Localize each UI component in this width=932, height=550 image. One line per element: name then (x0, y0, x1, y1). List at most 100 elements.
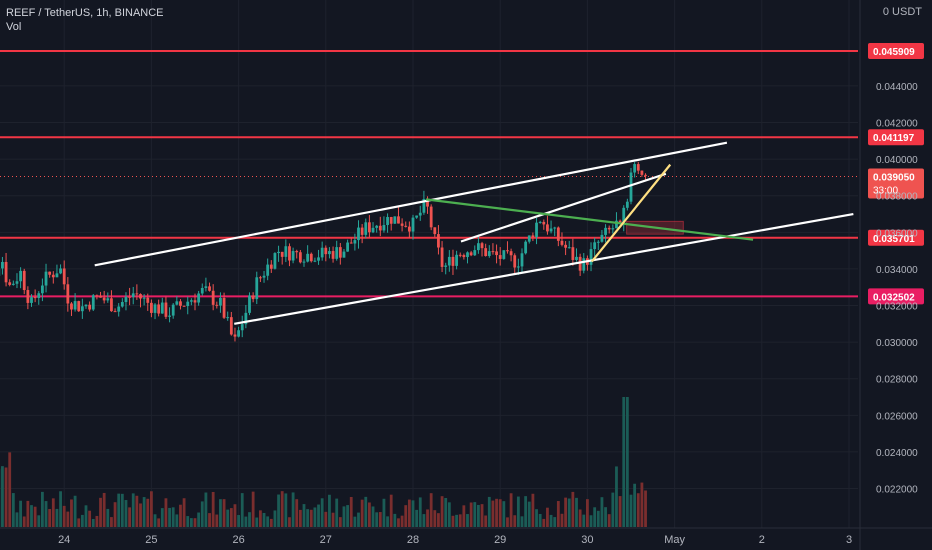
axis-top-value: 0 (882, 6, 889, 18)
candle-body (317, 257, 320, 261)
volume-bar (66, 511, 70, 527)
volume-bar (386, 516, 389, 527)
volume-bar (15, 512, 19, 527)
volume-bar (582, 514, 586, 527)
level-label-bg (868, 288, 924, 305)
candle-body (1, 261, 4, 269)
candle-body (640, 170, 644, 175)
candle-body (480, 243, 484, 249)
candle-body (160, 302, 164, 314)
volume-bar (262, 512, 266, 527)
price-tick-label: 0.044000 (876, 82, 918, 93)
volume-bar (142, 497, 146, 527)
candle-body (113, 311, 117, 313)
candle-body (146, 297, 150, 303)
volume-bar (397, 518, 400, 527)
candle-body (59, 268, 62, 274)
candle-body (622, 207, 626, 223)
volume-bar (99, 497, 102, 527)
volume-bar (102, 492, 106, 527)
candle-body (491, 251, 495, 253)
volume-bar (269, 518, 273, 527)
volume-bar (368, 502, 371, 527)
axis-header[interactable]: 0 USDT (883, 6, 922, 18)
volume-bar (317, 504, 320, 527)
candle-body (88, 304, 92, 310)
price-axis[interactable]: 0.044000 0.042000 0.040000 0.038000 0.036000… (876, 82, 918, 496)
candle-body (306, 253, 310, 262)
volume-bars (0, 397, 647, 527)
volume-bar (1, 466, 4, 527)
candle-body (546, 224, 549, 232)
volume-bar (273, 510, 277, 527)
volume-bar (469, 502, 473, 527)
price-tick-label: 0.022000 (876, 485, 918, 496)
candle-body (131, 293, 135, 298)
volume-bar (251, 491, 255, 527)
candle-body (168, 315, 171, 317)
candle-body (19, 270, 22, 282)
volume-bar (360, 499, 364, 527)
candle-body (110, 298, 113, 312)
candle-body (498, 255, 502, 259)
symbol-title[interactable]: REEF / TetherUS, 1h, BINANCE (6, 7, 164, 19)
candle-body (331, 251, 335, 259)
volume-bar (404, 505, 408, 527)
volume-bar (455, 514, 458, 527)
volume-bar (593, 507, 597, 527)
volume-bar (644, 490, 647, 527)
candle-body (516, 266, 520, 268)
horizontal-levels[interactable]: 0.045909 0.041197 0.035701 0.032502 0.039050… (0, 43, 924, 305)
volume-bar (506, 517, 509, 527)
volume-bar (215, 514, 219, 527)
candle-body (4, 261, 8, 283)
volume-bar (586, 499, 589, 527)
candle-body (404, 225, 408, 227)
volume-bar (73, 495, 77, 527)
volume-bar (41, 491, 44, 527)
time-axis[interactable]: 24 25 26 27 28 29 30 May 2 3 (58, 534, 852, 546)
candle-body (22, 270, 26, 291)
candle-body (251, 295, 255, 300)
price-tick-label: 0.028000 (876, 375, 918, 386)
candle-body (437, 234, 440, 248)
level-label: 0.041197 (873, 133, 915, 144)
candle-body (211, 290, 215, 305)
candle-body (393, 216, 397, 224)
time-tick-label: 2 (759, 534, 765, 546)
candle-body (240, 324, 244, 331)
candle-body (357, 227, 360, 241)
volume-bar (26, 500, 30, 527)
candle-body (415, 215, 419, 218)
candle-body (368, 222, 371, 233)
candle-body (124, 296, 128, 303)
level-label-bg (868, 229, 924, 246)
candle-body (335, 247, 339, 259)
volume-bar (128, 507, 131, 527)
candle-body (200, 287, 204, 294)
candle-body (611, 228, 615, 230)
candle-body (353, 240, 357, 244)
volume-bar (600, 497, 604, 527)
volume-bar (208, 513, 211, 527)
candle-body (95, 295, 99, 297)
volume-bar (513, 515, 517, 527)
candle-body (219, 298, 222, 306)
trend-line (425, 198, 754, 241)
candle-body (139, 294, 142, 299)
candle-body (466, 252, 469, 258)
volume-bar (186, 516, 190, 527)
trend-lines[interactable] (94, 141, 854, 325)
candle-body (596, 241, 600, 243)
volume-bar (55, 508, 59, 527)
candle-body (364, 222, 368, 235)
volume-bar (113, 502, 117, 527)
volume-bar (498, 499, 502, 527)
volume-bar (259, 510, 262, 527)
volume-indicator-label[interactable]: Vol (6, 21, 22, 33)
candle-body (328, 251, 331, 255)
candle-body (259, 277, 262, 279)
volume-bar (277, 494, 280, 527)
volume-bar (589, 515, 593, 527)
